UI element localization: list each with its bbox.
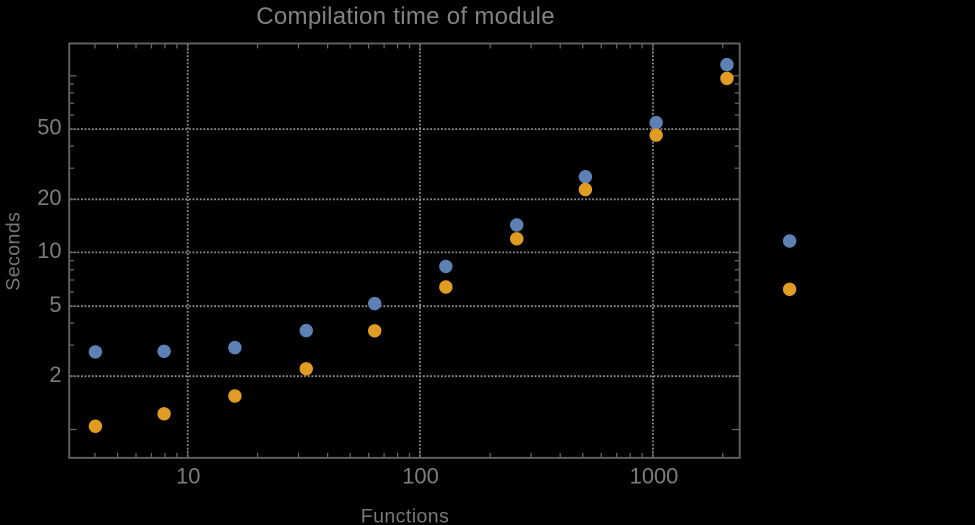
svg-text:1000: 1000 (630, 464, 679, 489)
svg-text:2: 2 (49, 362, 61, 387)
svg-text:5: 5 (49, 292, 61, 317)
svg-text:10: 10 (37, 238, 61, 263)
svg-text:100: 100 (402, 464, 439, 489)
svg-text:Compilation time of module: Compilation time of module (256, 3, 555, 30)
svg-text:10: 10 (176, 464, 200, 489)
svg-text:50: 50 (37, 115, 61, 140)
svg-text:20: 20 (37, 185, 61, 210)
svg-text:Seconds: Seconds (3, 212, 25, 291)
svg-text:Functions: Functions (361, 505, 450, 525)
